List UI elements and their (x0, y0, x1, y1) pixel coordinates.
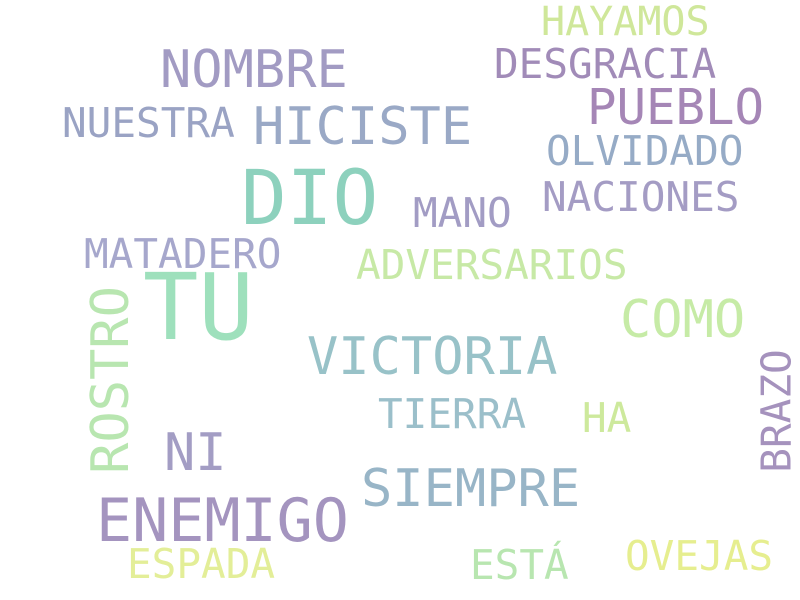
word-olvidado: OLVIDADO (546, 127, 744, 175)
word-mano: MANO (413, 189, 512, 237)
word-esta: ESTÁ (470, 541, 569, 589)
word-espada: ESPADA (127, 540, 276, 588)
word-ovejas: OVEJAS (625, 532, 774, 580)
word-ni: NI (164, 423, 227, 483)
word-ha: HA (582, 394, 632, 442)
word-pueblo: PUEBLO (587, 79, 765, 136)
word-siempre: SIEMPRE (361, 459, 581, 519)
word-hayamos: HAYAMOS (541, 0, 710, 45)
word-enemigo: ENEMIGO (96, 486, 349, 556)
word-desgracia: DESGRACIA (494, 40, 717, 88)
word-nombre: NOMBRE (160, 40, 348, 100)
word-naciones: NACIONES (542, 173, 740, 221)
word-como: COMO (620, 290, 746, 350)
word-matadero: MATADERO (84, 230, 282, 278)
word-hiciste: HICISTE (253, 97, 473, 157)
word-dio: DIO (241, 153, 379, 242)
word-adversarios: ADVERSARIOS (356, 241, 628, 289)
word-victoria: VICTORIA (307, 327, 558, 387)
word-tu: TU (143, 254, 254, 361)
word-rostro: ROSTRO (81, 286, 141, 474)
word-nuestra: NUESTRA (62, 99, 235, 147)
word-tierra: TIERRA (378, 390, 527, 438)
word-brazo: BRAZO (752, 349, 800, 473)
